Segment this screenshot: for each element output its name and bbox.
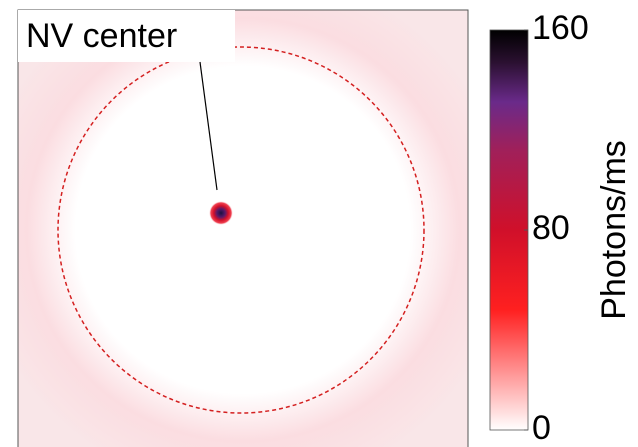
nv-spot [209, 201, 233, 225]
image-frame [18, 10, 468, 447]
colorbar-tick-label: 0 [532, 409, 551, 447]
colorbar-tick-label: 160 [532, 9, 589, 47]
colorbar [490, 30, 528, 430]
colorbar-label: Photons/ms [595, 140, 633, 320]
colorbar-tick-label: 80 [532, 209, 570, 247]
annotation: NV center [26, 17, 177, 55]
figure: NV center Photons/ms 0 80 160 [0, 0, 638, 447]
fluorescence-image: NV center [18, 10, 468, 447]
